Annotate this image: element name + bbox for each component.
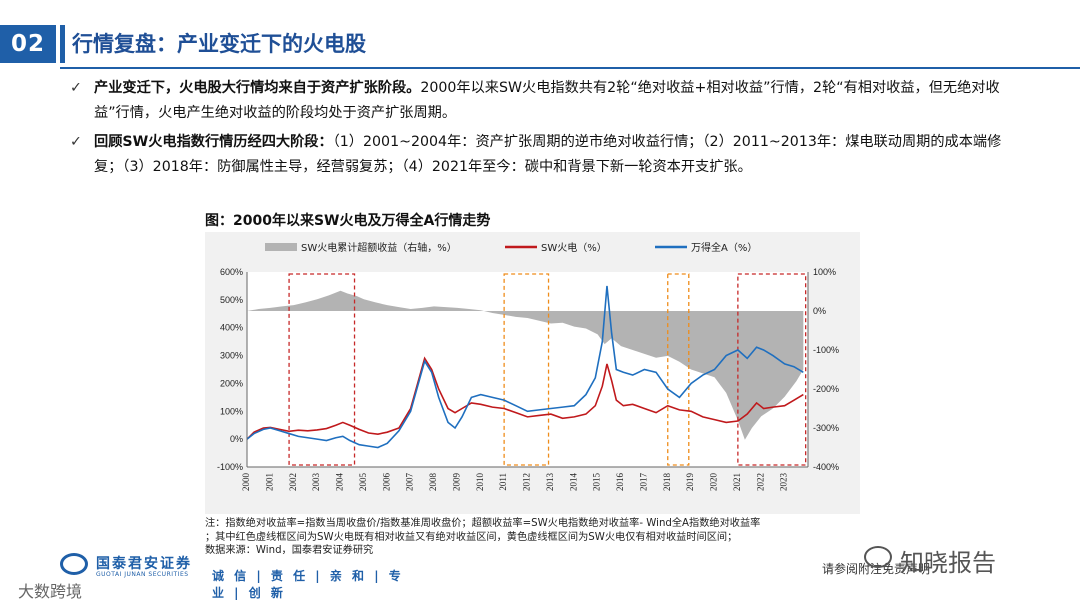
x-tick-label: 2022 (755, 473, 765, 491)
x-tick-label: 2011 (498, 473, 508, 491)
bullet-list: ✓ 产业变迁下，火电股大行情均来自于资产扩张阶段。2000年以来SW火电指数共有… (68, 76, 1028, 184)
title-accent-bar (60, 25, 65, 63)
globe-icon (60, 553, 88, 575)
page-title: 行情复盘：产业变迁下的火电股 (72, 32, 366, 56)
bullet-text: （1）2001~2004年：资产扩张周期的逆市绝对收益行情；（2）2011~20… (94, 134, 1002, 175)
x-tick-label: 2017 (638, 473, 648, 492)
x-tick-label: 2001 (264, 473, 274, 491)
y-left-tick-label: 600% (220, 267, 243, 277)
bullet-item: ✓ 回顾SW火电指数行情历经四大阶段：（1）2001~2004年：资产扩张周期的… (68, 130, 1028, 180)
x-tick-label: 2005 (358, 473, 368, 492)
y-right-tick-label: 100% (813, 267, 836, 277)
x-tick-label: 2006 (381, 473, 391, 492)
y-left-tick-label: 400% (220, 323, 243, 333)
y-left-tick-label: 0% (230, 434, 243, 444)
watermark-right: 知晓报告 (900, 549, 996, 577)
company-slogan: 诚 信 | 责 任 | 亲 和 | 专 业 | 创 新 (212, 569, 404, 600)
x-tick-label: 2007 (405, 473, 415, 492)
company-logo: 国泰君安证券 GUOTAI JUNAN SECURITIES 诚 信 | 责 任… (60, 553, 420, 600)
x-tick-label: 2019 (685, 473, 695, 492)
x-tick-label: 2023 (779, 473, 789, 492)
wind-all-a-line (246, 285, 804, 449)
bullet-bold-text: 产业变迁下，火电股大行情均来自于资产扩张阶段。 (94, 80, 421, 96)
y-left-tick-label: 100% (220, 406, 243, 416)
bullet-item: ✓ 产业变迁下，火电股大行情均来自于资产扩张阶段。2000年以来SW火电指数共有… (68, 76, 1028, 126)
y-left-tick-label: -100% (217, 462, 243, 472)
x-tick-label: 2008 (428, 473, 438, 492)
highlight-box-orange (503, 273, 550, 466)
figure-title: 图：2000年以来SW火电及万得全A行情走势 (205, 213, 491, 229)
company-name-cn: 国泰君安证券 (96, 556, 192, 572)
note-line: 注：指数绝对收益率=指数当周收盘价/指数基准周收盘价；超额收益率=SW火电指数绝… (205, 518, 761, 529)
legend-swatch (265, 243, 297, 251)
chart-panel: 600% 500% 400% 300% 200% 100% 0% -100% 100% 0% -10… (205, 232, 860, 514)
x-tick-label: 2015 (592, 473, 602, 492)
note-line: ；其中红色虚线框区间为SW火电既有相对收益又有绝对收益区间，黄色虚线框区间为SW… (205, 531, 738, 543)
title-divider (60, 67, 1080, 69)
excess-return-area (247, 290, 804, 440)
bullet-text: 2000年以来SW火电指数共有2轮“绝对收益+相对收益”行情，2轮“有相对收益，… (94, 80, 1000, 121)
x-tick-label: 2010 (475, 473, 485, 492)
x-tick-label: 2013 (545, 473, 555, 492)
highlight-box-red (288, 273, 356, 466)
y-left-tick-label: 500% (220, 295, 243, 305)
y-right-tick-label: 0% (813, 306, 826, 316)
x-tick-label: 2009 (451, 473, 461, 492)
x-tick-label: 2018 (662, 473, 672, 492)
x-tick-label: 2014 (568, 473, 578, 492)
disclaimer: 请参阅附注免责声明 (822, 562, 931, 576)
x-tick-label: 2004 (335, 473, 345, 492)
y-right-tick-label: -100% (813, 345, 839, 355)
x-tick-label: 2021 (732, 473, 742, 491)
x-tick-label: 2016 (615, 473, 625, 492)
wechat-icon (864, 546, 892, 568)
y-left-tick-label: 300% (220, 351, 243, 361)
legend-label: SW火电（%） (541, 241, 607, 254)
y-left-tick-label: 200% (220, 378, 243, 388)
check-icon: ✓ (70, 80, 82, 96)
x-tick-label: 2020 (709, 473, 719, 492)
legend-label: 万得全A（%） (691, 241, 757, 254)
note-line: 数据来源：Wind，国泰君安证券研究 (205, 545, 374, 556)
line-chart: 600% 500% 400% 300% 200% 100% 0% -100% 100% 0% -10… (217, 241, 839, 492)
y-right-tick-label: -400% (813, 462, 839, 472)
check-icon: ✓ (70, 134, 82, 150)
legend-label: SW火电累计超额收益（右轴，%） (301, 241, 457, 254)
x-tick-label: 2002 (288, 473, 298, 491)
y-right-tick-label: -300% (813, 423, 839, 433)
highlight-box-red (737, 273, 807, 466)
bullet-bold-text: 回顾SW火电指数行情历经四大阶段： (94, 134, 333, 150)
x-tick-label: 2012 (522, 473, 532, 491)
company-name-en: GUOTAI JUNAN SECURITIES (96, 571, 189, 578)
watermark-left: 大数跨境 (18, 582, 83, 601)
highlight-box-orange (667, 273, 690, 466)
sw-thermal-line (246, 356, 804, 440)
x-tick-label: 2000 (241, 473, 251, 492)
x-tick-label: 2003 (311, 473, 321, 492)
y-right-tick-label: -200% (813, 384, 839, 394)
chart-notes: 注：指数绝对收益率=指数当周收盘价/指数基准周收盘价；超额收益率=SW火电指数绝… (205, 517, 875, 558)
section-number: 02 (0, 25, 56, 63)
